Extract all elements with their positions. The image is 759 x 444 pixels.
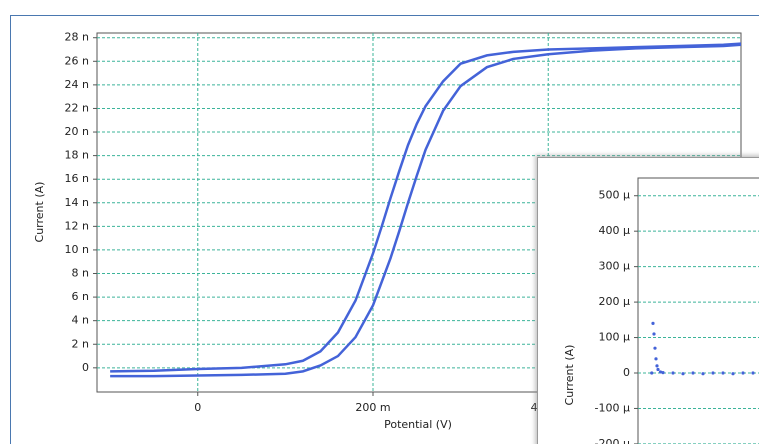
y-tick-label: 200 µ [599, 295, 631, 308]
data-line [110, 42, 741, 373]
y-tick-label: 14 n [65, 196, 89, 209]
data-point [651, 321, 655, 325]
y-tick-label: -100 µ [595, 401, 630, 414]
y-tick-label: 4 n [72, 314, 89, 327]
y-tick-label: 28 n [65, 31, 89, 44]
data-point [652, 332, 656, 336]
y-tick-label: 0 [82, 361, 89, 374]
y-tick-label: 2 n [72, 337, 89, 350]
data-point [658, 370, 663, 374]
y-tick-label: 400 µ [599, 224, 631, 237]
y-tick-label: 12 n [65, 219, 89, 232]
y-tick-label: 300 µ [599, 260, 631, 273]
data-point [751, 371, 755, 375]
data-point [654, 357, 658, 361]
y-axis-label: Current (A) [563, 345, 576, 406]
x-axis-label: Potential (V) [384, 418, 452, 431]
y-axis-label: Current (A) [33, 182, 46, 243]
data-line [110, 43, 741, 378]
y-tick-label: 26 n [65, 54, 89, 67]
y-tick-label: -200 µ [595, 437, 630, 444]
data-point [653, 346, 657, 350]
data-point [721, 371, 725, 375]
data-point [681, 372, 685, 376]
data-point [701, 372, 705, 376]
y-tick-label: 500 µ [599, 189, 631, 202]
y-tick-label: 18 n [65, 149, 89, 162]
y-tick-label: 22 n [65, 101, 89, 114]
y-tick-label: 0 [623, 366, 630, 379]
inset-chart: -200 µ -100 µ 0 100 µ 200 µ 300 µ 400 µ 500 µ Cu… [537, 157, 759, 444]
data-point [661, 371, 665, 375]
data-point [650, 371, 654, 375]
data-point [656, 367, 660, 372]
y-tick-label: 100 µ [599, 331, 631, 344]
y-tick-label: 16 n [65, 172, 89, 185]
y-tick-label: 10 n [65, 243, 89, 256]
y-tick-label: 6 n [72, 290, 89, 303]
data-point [655, 364, 659, 368]
data-point [671, 371, 675, 375]
x-tick-label: 0 [194, 401, 201, 414]
data-point [731, 372, 735, 376]
y-tick-label: 20 n [65, 125, 89, 138]
x-tick-label: 200 m [355, 401, 390, 414]
y-tick-label: 24 n [65, 78, 89, 91]
plot-area [637, 177, 759, 444]
plot-content [638, 195, 759, 444]
data-point [691, 371, 695, 375]
y-tick-label: 8 n [72, 267, 89, 280]
panel-frame [10, 15, 759, 444]
data-point [711, 371, 715, 375]
data-point [741, 371, 745, 375]
